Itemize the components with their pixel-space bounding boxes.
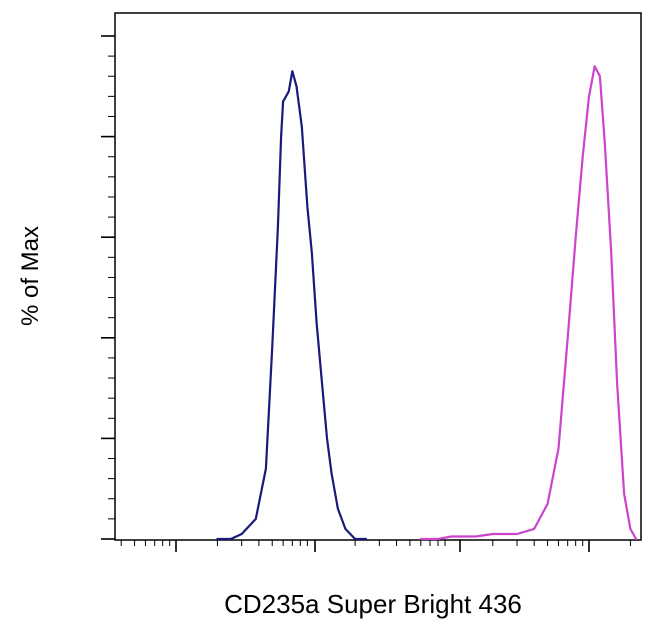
x-axis-label: CD235a Super Bright 436 [224, 589, 522, 619]
series-line-1 [216, 70, 368, 541]
y-axis-label: % of Max [17, 226, 44, 326]
series-layer [216, 65, 638, 541]
plot-frame [114, 12, 642, 541]
series-line-2 [419, 65, 638, 541]
y-axis-ticks [101, 35, 115, 540]
x-axis-ticks [120, 540, 631, 552]
